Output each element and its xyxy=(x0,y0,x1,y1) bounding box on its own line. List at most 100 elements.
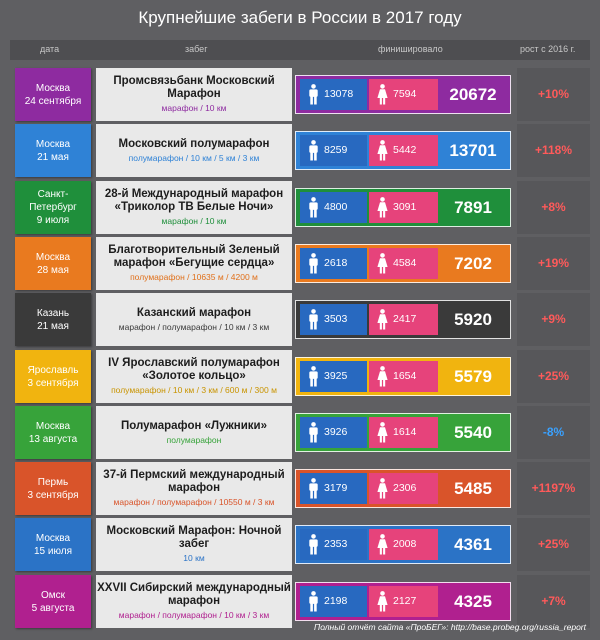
women-count: 2306 xyxy=(393,482,417,494)
table-row: Москва 21 мая Московский полумарафон полума… xyxy=(0,124,600,177)
header-growth: рост с 2016 г. xyxy=(520,44,576,54)
women-count-box: 2127 xyxy=(369,586,438,617)
growth-value: +25% xyxy=(517,518,590,571)
race-name: Полумарафон «Лужники» xyxy=(120,419,268,432)
men-count-box: 3926 xyxy=(300,417,367,448)
men-count: 4800 xyxy=(324,201,348,213)
men-count-box: 3925 xyxy=(300,361,367,392)
date-day: 28 мая xyxy=(37,264,69,276)
total-finishers: 7891 xyxy=(454,198,492,217)
race-distances: полумарафон / 10 км / 5 км / 3 км xyxy=(128,152,260,163)
men-count: 2198 xyxy=(324,595,348,607)
date-city: Омск xyxy=(40,589,66,601)
date-day: 21 мая xyxy=(37,320,69,332)
table-row: Пермь 3 сентября 37-й Пермский международн… xyxy=(0,462,600,515)
date-cell: Москва 24 сентября xyxy=(15,68,91,121)
race-distances: марафон / полумарафон / 10 км / 3 км xyxy=(118,610,270,620)
total-finishers: 5579 xyxy=(454,367,492,386)
total-finishers: 7202 xyxy=(454,254,492,273)
date-cell: Казань 21 мая xyxy=(15,293,91,346)
finishers-bar: 3925 1654 5579 xyxy=(300,361,506,392)
date-city: Москва xyxy=(35,138,71,150)
finishers-cell: 2353 2008 4361 xyxy=(295,525,511,564)
date-city: Москва xyxy=(35,420,71,432)
race-name: 28-й Международный марафон «Триколор ТВ … xyxy=(104,188,284,213)
race-name: 37-й Пермский международный марафон xyxy=(103,469,285,494)
table-row: Санкт-Петербург 9 июля 28-й Международный … xyxy=(0,181,600,234)
date-city: Казань xyxy=(36,307,70,319)
header-race: забег xyxy=(185,44,208,54)
date-day: 9 июля xyxy=(36,215,70,226)
women-count: 2127 xyxy=(393,595,417,607)
date-cell: Москва 15 июля xyxy=(15,518,91,571)
men-count: 2353 xyxy=(324,538,348,550)
women-count-box: 7594 xyxy=(369,79,438,110)
race-distances: марафон / полумарафон / 10 км / 3 км xyxy=(118,321,270,332)
men-count-box: 3503 xyxy=(300,304,367,335)
race-name: IV Ярославский полумарафон «Золотое коль… xyxy=(108,357,280,382)
date-city: Пермь xyxy=(37,476,69,488)
table-row: Ярославль 3 сентября IV Ярославский полума… xyxy=(0,350,600,403)
race-distances: марафон / 10 км xyxy=(161,103,227,113)
race-name: XXVII Сибирский международный марафон xyxy=(97,582,291,607)
page-title: Крупнейшие забеги в России в 2017 году xyxy=(138,8,462,27)
total-finishers: 5485 xyxy=(454,479,492,498)
women-count: 5442 xyxy=(393,144,417,156)
total-finishers: 5920 xyxy=(454,310,492,329)
date-city: Ярославль xyxy=(27,364,79,376)
date-cell: Москва 28 мая xyxy=(15,237,91,290)
race-name: Благотворительный Зеленый марафон «Бегущ… xyxy=(108,244,280,269)
table-row: Москва 24 сентября Промсвязьбанк Московски… xyxy=(0,68,600,121)
growth-value: +7% xyxy=(517,575,590,628)
finishers-bar: 2353 2008 4361 xyxy=(300,529,506,560)
date-cell: Пермь 3 сентября xyxy=(15,462,91,515)
women-count-box: 1654 xyxy=(369,361,438,392)
finishers-cell: 2198 2127 4325 xyxy=(295,582,511,621)
date-cell: Санкт-Петербург 9 июля xyxy=(15,181,91,234)
header-finishers: финишировало xyxy=(378,44,443,54)
women-count-box: 4584 xyxy=(369,248,438,279)
women-count-box: 1614 xyxy=(369,417,438,448)
growth-value: -8% xyxy=(517,406,590,459)
table-row: Москва 28 мая Благотворительный Зеленый ма… xyxy=(0,237,600,290)
growth-value: +25% xyxy=(517,350,590,403)
finishers-cell: 3179 2306 5485 xyxy=(295,469,511,508)
date-city: Санкт-Петербург xyxy=(29,189,77,213)
race-cell: 28-й Международный марафон «Триколор ТВ … xyxy=(96,181,292,234)
total-finishers: 4325 xyxy=(454,592,492,611)
finishers-bar: 3503 2417 5920 xyxy=(300,304,506,335)
race-cell: IV Ярославский полумарафон «Золотое коль… xyxy=(96,350,292,403)
men-count: 8259 xyxy=(324,144,348,156)
men-count-box: 2353 xyxy=(300,529,367,560)
growth-value: +118% xyxy=(517,124,590,177)
women-count-box: 5442 xyxy=(369,135,438,166)
date-day: 15 июля xyxy=(33,545,73,557)
finishers-bar: 2618 4584 7202 xyxy=(300,248,506,279)
date-day: 3 сентября xyxy=(27,489,79,501)
race-cell: XXVII Сибирский международный марафон мар… xyxy=(96,575,292,628)
growth-value: +8% xyxy=(517,181,590,234)
race-name: Московский Марафон: Ночной забег xyxy=(106,525,282,550)
race-cell: Московский Марафон: Ночной забег 10 км xyxy=(96,518,292,571)
race-distances: полумарафон xyxy=(166,434,222,445)
race-distances: полумарафон / 10 км / 3 км / 600 м / 300… xyxy=(111,385,277,395)
date-city: Москва xyxy=(35,532,71,544)
date-cell: Москва 13 августа xyxy=(15,406,91,459)
women-count: 2008 xyxy=(393,538,417,550)
growth-value: +9% xyxy=(517,293,590,346)
men-count: 3503 xyxy=(324,313,348,325)
men-count: 3179 xyxy=(324,482,348,494)
men-count: 3925 xyxy=(324,370,348,382)
race-distances: 10 км xyxy=(183,553,205,563)
men-count-box: 2198 xyxy=(300,586,367,617)
women-count-box: 2008 xyxy=(369,529,438,560)
total-finishers: 4361 xyxy=(454,535,492,554)
growth-value: +10% xyxy=(517,68,590,121)
total-finishers: 5540 xyxy=(454,423,492,442)
race-name: Казанский марафон xyxy=(136,306,252,319)
total-finishers: 13701 xyxy=(449,141,497,160)
table-row: Москва 15 июля Московский Марафон: Ночной … xyxy=(0,518,600,571)
race-name: Промсвязьбанк Московский Марафон xyxy=(113,75,275,100)
finishers-bar: 4800 3091 7891 xyxy=(300,192,506,223)
finishers-bar: 2198 2127 4325 xyxy=(300,586,506,617)
